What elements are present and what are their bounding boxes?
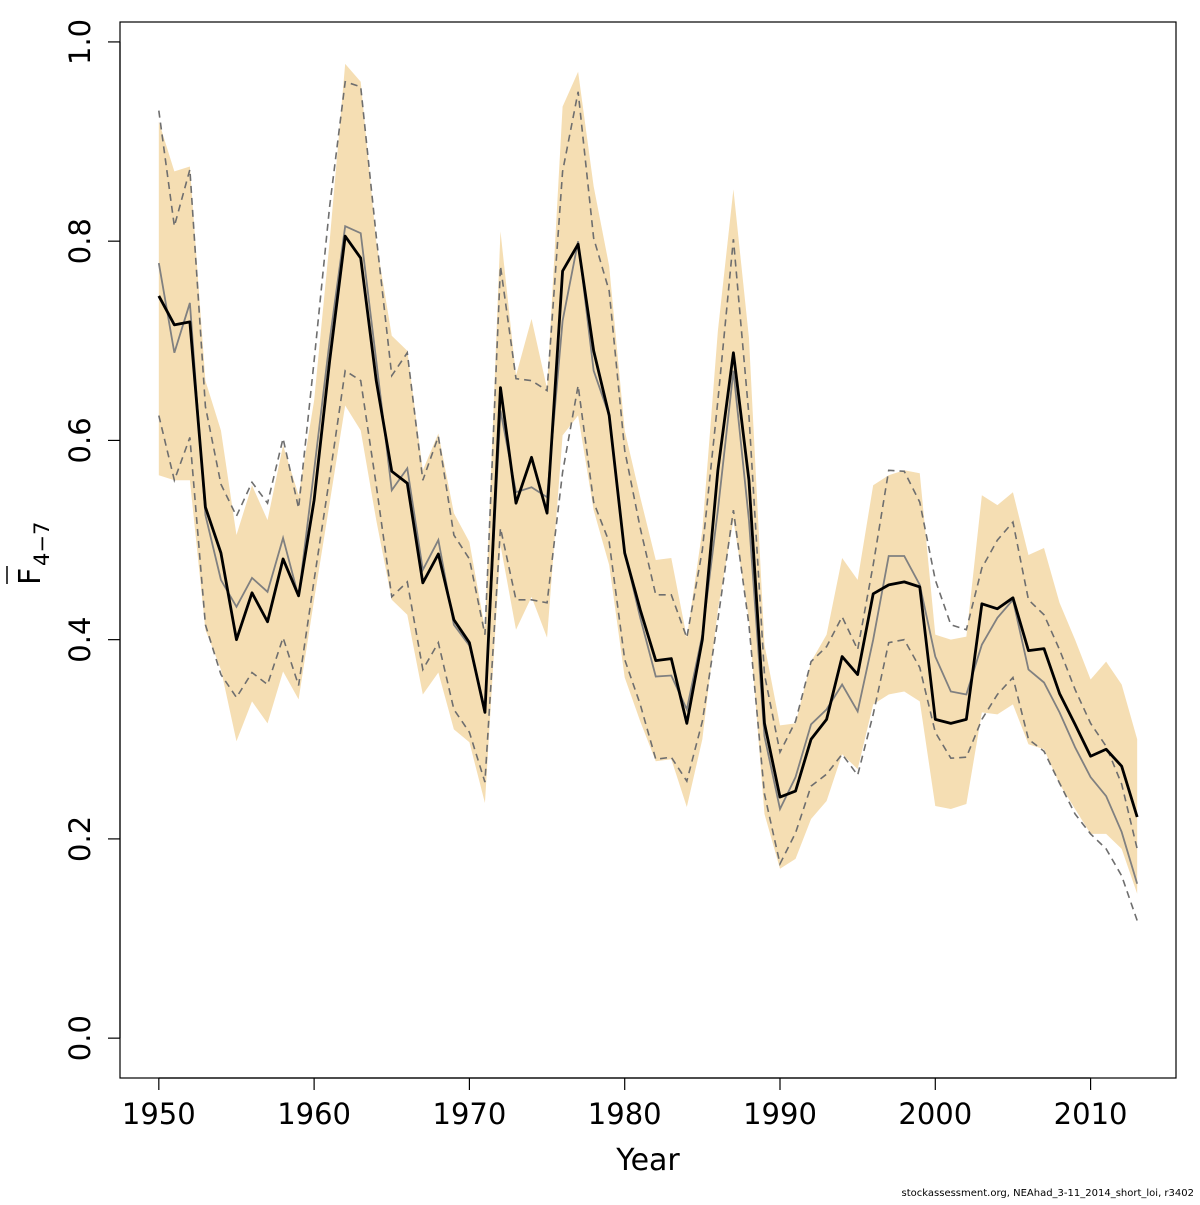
x-tick-label: 1990 <box>743 1097 817 1131</box>
y-tick-label: 0.6 <box>63 417 97 463</box>
x-tick-label: 1960 <box>277 1097 351 1131</box>
x-tick-label: 1950 <box>122 1097 196 1131</box>
x-tick-label: 2000 <box>898 1097 972 1131</box>
y-tick-label: 0.4 <box>63 617 97 663</box>
y-axis: 0.0 0.2 0.4 0.6 0.8 1.0 <box>63 19 121 1061</box>
x-tick-label: 1980 <box>588 1097 662 1131</box>
y-axis-title-symbol: F <box>13 568 48 585</box>
y-axis-title: F 4−7 <box>6 522 54 585</box>
confidence-band-layer <box>158 63 1138 894</box>
footer-credit: stockassessment.org, NEAhad_3-11_2014_sh… <box>902 1188 1194 1199</box>
estimate-line <box>157 234 1139 818</box>
estimate-line-layer <box>157 234 1139 818</box>
y-tick-label: 0.0 <box>63 1015 97 1061</box>
x-axis-title: Year <box>615 1143 680 1178</box>
y-tick-label: 1.0 <box>63 19 97 65</box>
x-tick-label: 1970 <box>433 1097 507 1131</box>
x-axis: 1950 1960 1970 1980 1990 2000 2010 <box>122 1077 1128 1131</box>
grey-lower-dashed-line <box>158 369 1138 921</box>
y-tick-label: 0.8 <box>63 218 97 264</box>
x-tick-label: 2010 <box>1054 1097 1128 1131</box>
y-axis-title-subscript: 4−7 <box>30 522 54 566</box>
confidence-band <box>158 63 1138 894</box>
y-tick-label: 0.2 <box>63 816 97 862</box>
